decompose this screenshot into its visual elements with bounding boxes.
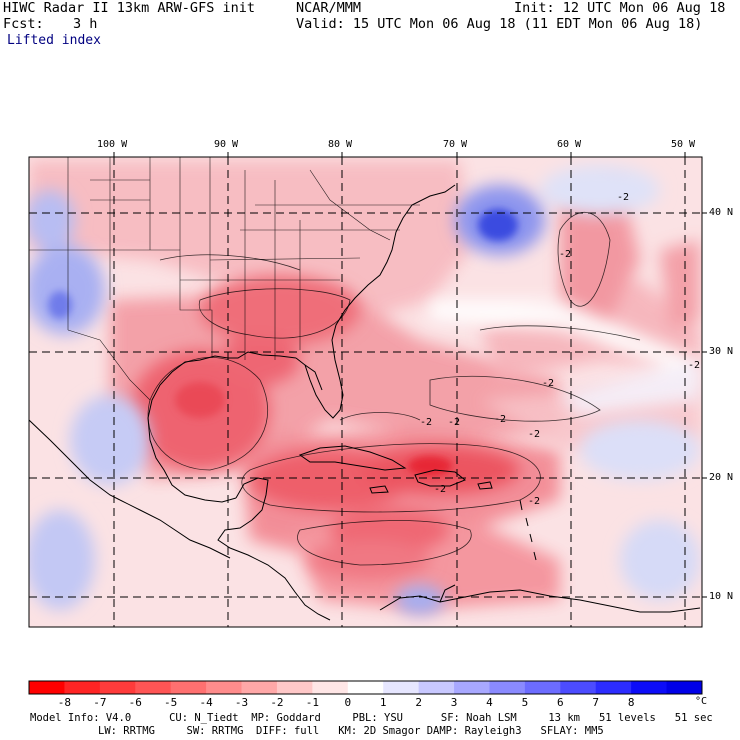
colorbar-swatch: [383, 681, 420, 694]
colorbar-swatch: [276, 681, 313, 694]
init-time: Init: 12 UTC Mon 06 Aug 18: [514, 0, 726, 16]
colorbar-tick-label: 7: [592, 696, 600, 709]
lifted-index-map: [28, 152, 707, 695]
colorbar-tick-label: 3: [450, 696, 458, 709]
lon-label-60w: 60 W: [557, 139, 582, 150]
colorbar-swatch: [206, 681, 243, 694]
colorbar-swatch: [64, 681, 101, 694]
colorbar-tick-label: -2: [270, 696, 284, 709]
contour-label: -2: [528, 496, 541, 507]
colorbar-tick-label: 1: [379, 696, 387, 709]
field-shading: [29, 157, 702, 627]
contour-label: -2: [688, 360, 701, 371]
lon-label-100w: 100 W: [97, 139, 128, 150]
contour-label: -2: [434, 484, 447, 495]
axis-ticks: [113, 152, 707, 598]
colorbar-swatch: [99, 681, 136, 694]
contour-label: -2: [542, 378, 555, 389]
colorbar-tick-label: -8: [57, 696, 72, 709]
colorbar-swatch: [454, 681, 490, 694]
colorbar-tick-label: -4: [199, 696, 213, 709]
org-label: NCAR/MMM: [296, 0, 362, 16]
colorbar-unit: °C: [695, 696, 708, 707]
contour-label: -2: [494, 414, 507, 425]
lat-label-30n: 30 N: [709, 346, 734, 357]
colorbar-tick-label: 2: [415, 696, 422, 709]
forecast-hour: 3 h: [73, 16, 98, 32]
colorbar-swatch: [666, 681, 703, 694]
contour-label: -2: [559, 249, 572, 260]
lat-lon-grid: [29, 157, 702, 627]
colorbar-swatch: [312, 681, 349, 694]
colorbar-swatch: [595, 681, 632, 694]
colorbar-swatch: [524, 681, 561, 694]
model-info-line1: Model Info: V4.0 CU: N_Tiedt MP: Goddard…: [30, 712, 713, 724]
contour-label: -2: [617, 192, 630, 203]
colorbar-tick-label: -3: [234, 696, 249, 709]
lon-label-90w: 90 W: [214, 139, 239, 150]
colorbar-swatch: [489, 681, 526, 694]
colorbar: [28, 680, 703, 695]
lat-label-40n: 40 N: [709, 207, 734, 218]
colorbar-swatch: [631, 681, 668, 694]
colorbar-swatch: [241, 681, 278, 694]
lon-label-50w: 50 W: [671, 139, 696, 150]
contour-label: -2: [528, 429, 541, 440]
colorbar-swatch: [418, 681, 455, 694]
colorbar-swatch: [560, 681, 597, 694]
valid-time: Valid: 15 UTC Mon 06 Aug 18 (11 EDT Mon …: [296, 16, 703, 32]
colorbar-swatch: [135, 681, 172, 694]
colorbar-tick-label: -6: [128, 696, 142, 709]
model-title: HIWC Radar II 13km ARW-GFS init: [3, 0, 255, 16]
state-borders: [29, 157, 420, 401]
lat-label-10n: 10 N: [709, 591, 734, 602]
colorbar-tick-label: 4: [486, 696, 493, 709]
colorbar-tick-label: 5: [521, 696, 529, 709]
lon-label-80w: 80 W: [328, 139, 353, 150]
lat-label-20n: 20 N: [709, 472, 734, 483]
colorbar-swatch: [170, 681, 207, 694]
colorbar-tick-label: -1: [305, 696, 319, 709]
lon-label-70w: 70 W: [443, 139, 468, 150]
colorbar-swatch: [29, 681, 65, 694]
map-frame: [28, 156, 703, 628]
colorbar-tick-label: -5: [164, 696, 178, 709]
forecast-label: Fcst:: [3, 16, 44, 32]
field-name: Lifted index: [7, 33, 101, 48]
colorbar-tick-label: 0: [344, 696, 352, 709]
coastlines: [29, 184, 701, 621]
colorbar-tick-label: -7: [93, 696, 107, 709]
colorbar-tick-label: 6: [557, 696, 564, 709]
model-info-line2: LW: RRTMG SW: RRTMG DIFF: full KM: 2D Sm…: [98, 725, 604, 737]
contour-lines: [147, 212, 641, 566]
contour-label: -2: [448, 417, 461, 428]
colorbar-tick-label: 8: [627, 696, 635, 709]
contour-label: -2: [420, 417, 433, 428]
colorbar-frame: [28, 680, 703, 695]
colorbar-swatch: [347, 681, 384, 694]
